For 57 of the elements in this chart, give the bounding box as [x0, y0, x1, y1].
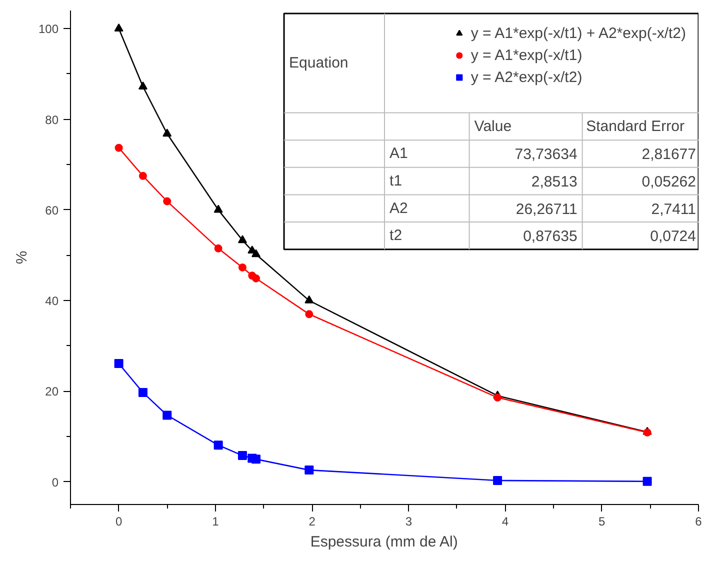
x-tick-label: 0: [115, 514, 122, 528]
legend-label: y = A2*exp(-x/t2): [470, 68, 582, 88]
annotation: 26,26711: [516, 200, 578, 218]
y-tick-label: 0: [52, 475, 59, 490]
point: [162, 410, 172, 420]
point: [493, 476, 502, 485]
y-tick-label: 40: [45, 294, 59, 308]
annotation: Equation: [289, 54, 348, 72]
annotation: 0,0724: [650, 228, 696, 246]
annotation: 2,81677: [642, 146, 696, 164]
annotation: 2,8513: [531, 174, 578, 191]
x-tick-label: 4: [502, 514, 509, 528]
annotation: t2: [390, 227, 402, 244]
point: [304, 295, 314, 304]
y-tick-label: 20: [45, 384, 59, 399]
annotation: 73,73634: [514, 146, 578, 164]
point: [304, 466, 314, 475]
x-axis-title: Espessura (mm de Al): [310, 534, 458, 550]
point: [494, 394, 502, 402]
point: [214, 440, 223, 450]
point: [214, 204, 223, 213]
point: [238, 451, 247, 460]
annotation: 0,05262: [642, 174, 696, 191]
annotation: Standard Error: [586, 118, 684, 135]
point: [252, 454, 260, 464]
x-tick-label: 5: [598, 514, 606, 528]
point: [238, 263, 246, 272]
annotation: A2: [390, 200, 408, 217]
annotation: Value: [474, 118, 512, 135]
x-tick-label: 6: [695, 514, 702, 528]
x-tick-label: 3: [405, 514, 412, 528]
y-axis-title: %: [13, 250, 30, 264]
y-tick-label: 100: [38, 22, 59, 36]
legend-label: y = A1*exp(-x/t1): [470, 46, 582, 66]
point: [114, 24, 124, 32]
point: [252, 249, 260, 258]
point: [252, 274, 260, 282]
point: [214, 244, 222, 252]
point: [238, 235, 247, 244]
point: [114, 144, 123, 152]
y-tick-label: 60: [45, 203, 59, 218]
x-tick-label: 2: [308, 514, 316, 528]
point: [138, 172, 147, 180]
point: [163, 197, 172, 206]
y-tick-label: 80: [45, 112, 59, 127]
point: [642, 476, 652, 486]
annotation: 2,7411: [651, 200, 696, 218]
point: [138, 82, 148, 90]
point: [114, 359, 124, 368]
point: [162, 128, 172, 137]
annotation: A1: [390, 145, 408, 162]
annotation: 0,87635: [523, 228, 578, 246]
legend-label: y = A1*exp(-x/t1) + A2*exp(-x/t2): [470, 24, 686, 44]
x-tick-label: 1: [212, 514, 220, 528]
point: [305, 310, 314, 318]
annotation: t1: [390, 172, 402, 190]
point: [138, 388, 148, 398]
